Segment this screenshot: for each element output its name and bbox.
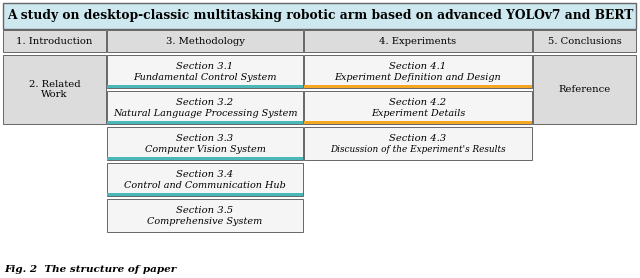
Bar <box>304 127 532 160</box>
Text: Control and Communication Hub: Control and Communication Hub <box>124 181 286 190</box>
Text: 1. Introduction: 1. Introduction <box>16 36 93 46</box>
Bar <box>3 3 636 29</box>
Text: Natural Language Processing System: Natural Language Processing System <box>113 109 297 118</box>
Text: Section 3.5: Section 3.5 <box>177 206 234 215</box>
Text: Experiment Definition and Design: Experiment Definition and Design <box>335 73 501 82</box>
Bar <box>304 85 532 88</box>
Text: Experiment Details: Experiment Details <box>371 109 465 118</box>
Bar <box>107 91 303 124</box>
Bar <box>304 91 532 124</box>
Bar <box>3 55 106 124</box>
Text: Fig. 2  The structure of paper: Fig. 2 The structure of paper <box>4 265 176 274</box>
Text: 3. Methodology: 3. Methodology <box>166 36 244 46</box>
Bar <box>304 121 532 124</box>
Text: Discussion of the Experiment's Results: Discussion of the Experiment's Results <box>330 145 506 154</box>
Text: Section 3.2: Section 3.2 <box>177 98 234 107</box>
Bar <box>533 30 636 52</box>
Bar <box>107 55 303 88</box>
Bar <box>107 127 303 160</box>
Bar <box>107 30 303 52</box>
Text: Fundamental Control System: Fundamental Control System <box>133 73 276 82</box>
Text: A study on desktop-classic multitasking robotic arm based on advanced YOLOv7 and: A study on desktop-classic multitasking … <box>7 9 633 23</box>
Text: Section 3.3: Section 3.3 <box>177 134 234 143</box>
Text: Reference: Reference <box>558 85 611 94</box>
Bar <box>107 85 303 88</box>
Bar <box>3 30 106 52</box>
Text: Computer Vision System: Computer Vision System <box>145 145 266 154</box>
Text: 2. Related
Work: 2. Related Work <box>29 80 80 99</box>
Bar <box>304 30 532 52</box>
Text: Section 4.1: Section 4.1 <box>389 62 447 71</box>
Bar <box>107 199 303 232</box>
Bar <box>107 121 303 124</box>
Text: 5. Conclusions: 5. Conclusions <box>548 36 621 46</box>
Text: 4. Experiments: 4. Experiments <box>380 36 456 46</box>
Text: Section 3.1: Section 3.1 <box>177 62 234 71</box>
Bar <box>304 55 532 88</box>
Bar <box>107 193 303 196</box>
Bar <box>533 55 636 124</box>
Text: Section 4.3: Section 4.3 <box>389 134 447 143</box>
Text: Comprehensive System: Comprehensive System <box>147 217 262 226</box>
Bar <box>107 163 303 196</box>
Bar <box>107 157 303 160</box>
Text: Section 4.2: Section 4.2 <box>389 98 447 107</box>
Text: Section 3.4: Section 3.4 <box>177 170 234 179</box>
